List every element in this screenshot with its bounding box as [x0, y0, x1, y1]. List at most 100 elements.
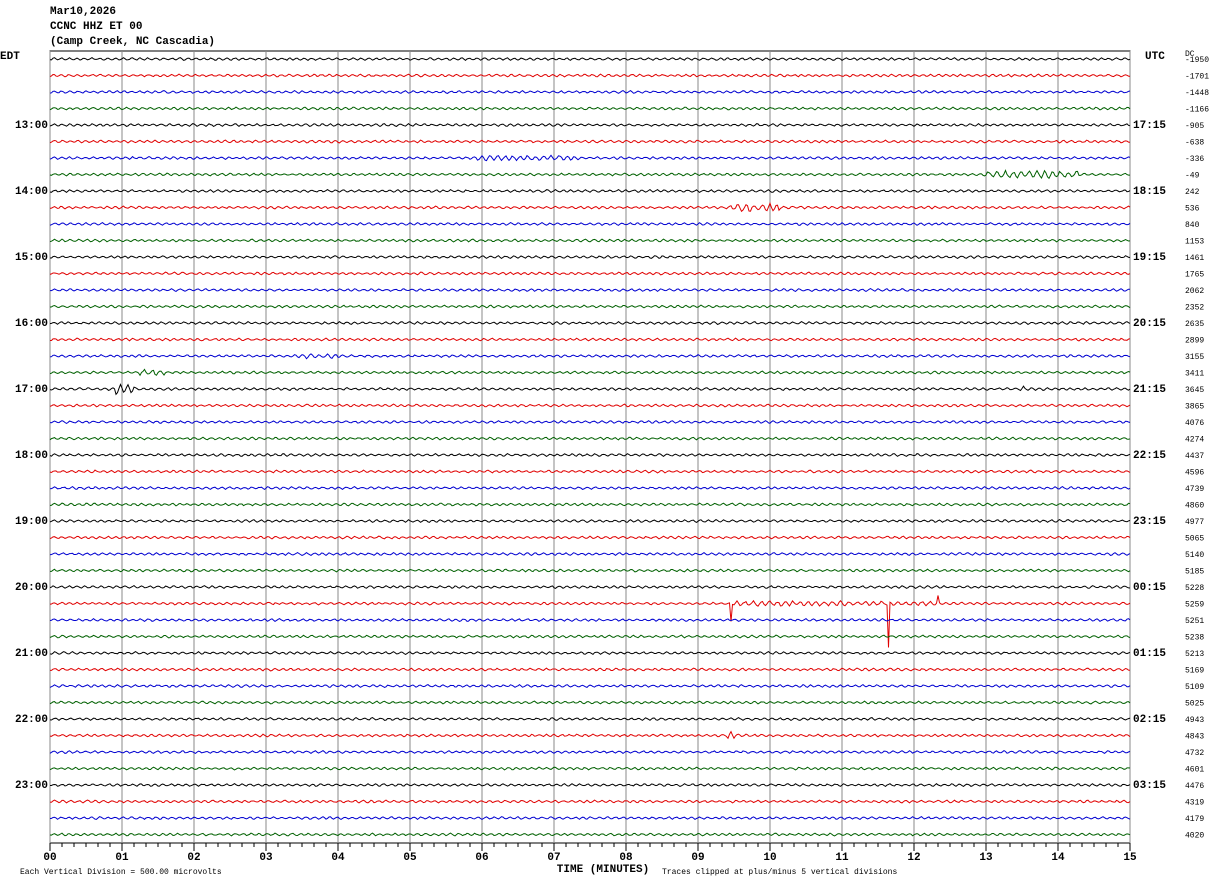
trace — [49, 485, 1131, 491]
dc-label: 4437 — [1185, 452, 1204, 461]
dc-label: -638 — [1185, 139, 1204, 148]
dc-label: 4860 — [1185, 502, 1204, 511]
dc-label: 3865 — [1185, 403, 1204, 412]
trace — [49, 106, 1131, 111]
trace — [49, 832, 1131, 837]
utc-label: 02:15 — [1133, 714, 1166, 726]
dc-label: 4076 — [1185, 419, 1204, 428]
utc-label: 01:15 — [1133, 648, 1166, 660]
x-tick-label: 02 — [187, 852, 200, 864]
x-tick-label: 15 — [1123, 852, 1137, 864]
utc-label: 23:15 — [1133, 516, 1166, 528]
edt-label: 13:00 — [15, 120, 48, 132]
dc-label: 5169 — [1185, 667, 1204, 676]
dc-label: 5259 — [1185, 601, 1204, 610]
x-tick-label: 14 — [1051, 852, 1065, 864]
utc-label: 19:15 — [1133, 252, 1166, 264]
x-tick-label: 10 — [763, 852, 776, 864]
trace — [49, 766, 1131, 771]
dc-label: 3411 — [1185, 370, 1204, 379]
edt-label: 21:00 — [15, 648, 48, 660]
trace — [49, 634, 1131, 639]
trace — [49, 595, 1131, 648]
dc-label: 1765 — [1185, 271, 1204, 280]
edt-label: 20:00 — [15, 582, 48, 594]
trace — [50, 667, 1131, 672]
trace — [50, 568, 1131, 573]
trace — [49, 469, 1131, 474]
dc-label: 5185 — [1185, 568, 1204, 577]
dc-label: 5109 — [1185, 683, 1204, 692]
trace — [49, 383, 1131, 396]
dc-label: 5228 — [1185, 584, 1204, 593]
dc-label: 4476 — [1185, 782, 1204, 791]
dc-label: 3155 — [1185, 353, 1204, 362]
utc-label: 18:15 — [1133, 186, 1166, 198]
edt-label: 19:00 — [15, 516, 48, 528]
trace — [49, 436, 1131, 441]
trace — [49, 683, 1131, 688]
utc-label: 22:15 — [1133, 450, 1166, 462]
trace — [49, 749, 1131, 755]
trace — [49, 716, 1131, 722]
trace — [49, 535, 1131, 540]
trace — [49, 320, 1131, 326]
dc-label: 5251 — [1185, 617, 1204, 626]
trace — [49, 304, 1131, 309]
dc-label: 4943 — [1185, 716, 1204, 725]
x-tick-label: 06 — [475, 852, 488, 864]
x-tick-label: 09 — [691, 852, 704, 864]
utc-label: 00:15 — [1133, 582, 1166, 594]
trace — [49, 56, 1131, 62]
utc-label: 20:15 — [1133, 318, 1166, 330]
trace — [49, 238, 1131, 243]
trace — [49, 650, 1131, 656]
dc-label: 4843 — [1185, 733, 1204, 742]
trace — [50, 254, 1131, 260]
x-tick-label: 00 — [43, 852, 56, 864]
dc-label: 4601 — [1185, 766, 1204, 775]
dc-title: DC — [1185, 50, 1195, 59]
trace — [49, 584, 1131, 590]
dc-label: 5025 — [1185, 700, 1204, 709]
x-tick-label: 03 — [259, 852, 273, 864]
edt-label: 15:00 — [15, 252, 48, 264]
edt-label: 17:00 — [15, 384, 48, 396]
edt-label: 23:00 — [15, 780, 48, 792]
trace — [50, 782, 1131, 788]
dc-label: 4274 — [1185, 436, 1204, 445]
x-tick-label: 01 — [115, 852, 129, 864]
trace — [49, 518, 1131, 523]
dc-label: 4732 — [1185, 749, 1204, 758]
date: Mar10,2026 — [50, 6, 116, 18]
trace — [49, 419, 1131, 425]
dc-label: -1701 — [1185, 73, 1209, 82]
dc-label: -336 — [1185, 155, 1204, 164]
dc-label: 1153 — [1185, 238, 1204, 247]
trace — [49, 169, 1130, 180]
dc-label: 5140 — [1185, 551, 1204, 560]
dc-label: 2352 — [1185, 304, 1204, 313]
dc-label: 242 — [1185, 188, 1200, 197]
station: CCNC HHZ ET 00 — [50, 21, 142, 33]
trace — [49, 353, 1131, 360]
trace — [49, 139, 1131, 144]
edt-label: 18:00 — [15, 450, 48, 462]
x-tick-label: 07 — [547, 852, 560, 864]
dc-label: -1448 — [1185, 89, 1209, 98]
scale-note: Each Vertical Division = 500.00 microvol… — [20, 868, 222, 877]
dc-label: -49 — [1185, 172, 1200, 181]
trace — [49, 700, 1131, 705]
trace — [49, 73, 1131, 78]
edt-title: EDT — [0, 51, 20, 63]
plot-frame — [49, 50, 1131, 844]
trace — [49, 617, 1131, 623]
dc-label: 2635 — [1185, 320, 1204, 329]
edt-label: 16:00 — [15, 318, 48, 330]
trace — [49, 799, 1131, 804]
dc-label: 2899 — [1185, 337, 1204, 346]
utc-title: UTC — [1145, 51, 1165, 63]
trace — [49, 403, 1131, 408]
dc-label: -1950 — [1185, 56, 1209, 65]
